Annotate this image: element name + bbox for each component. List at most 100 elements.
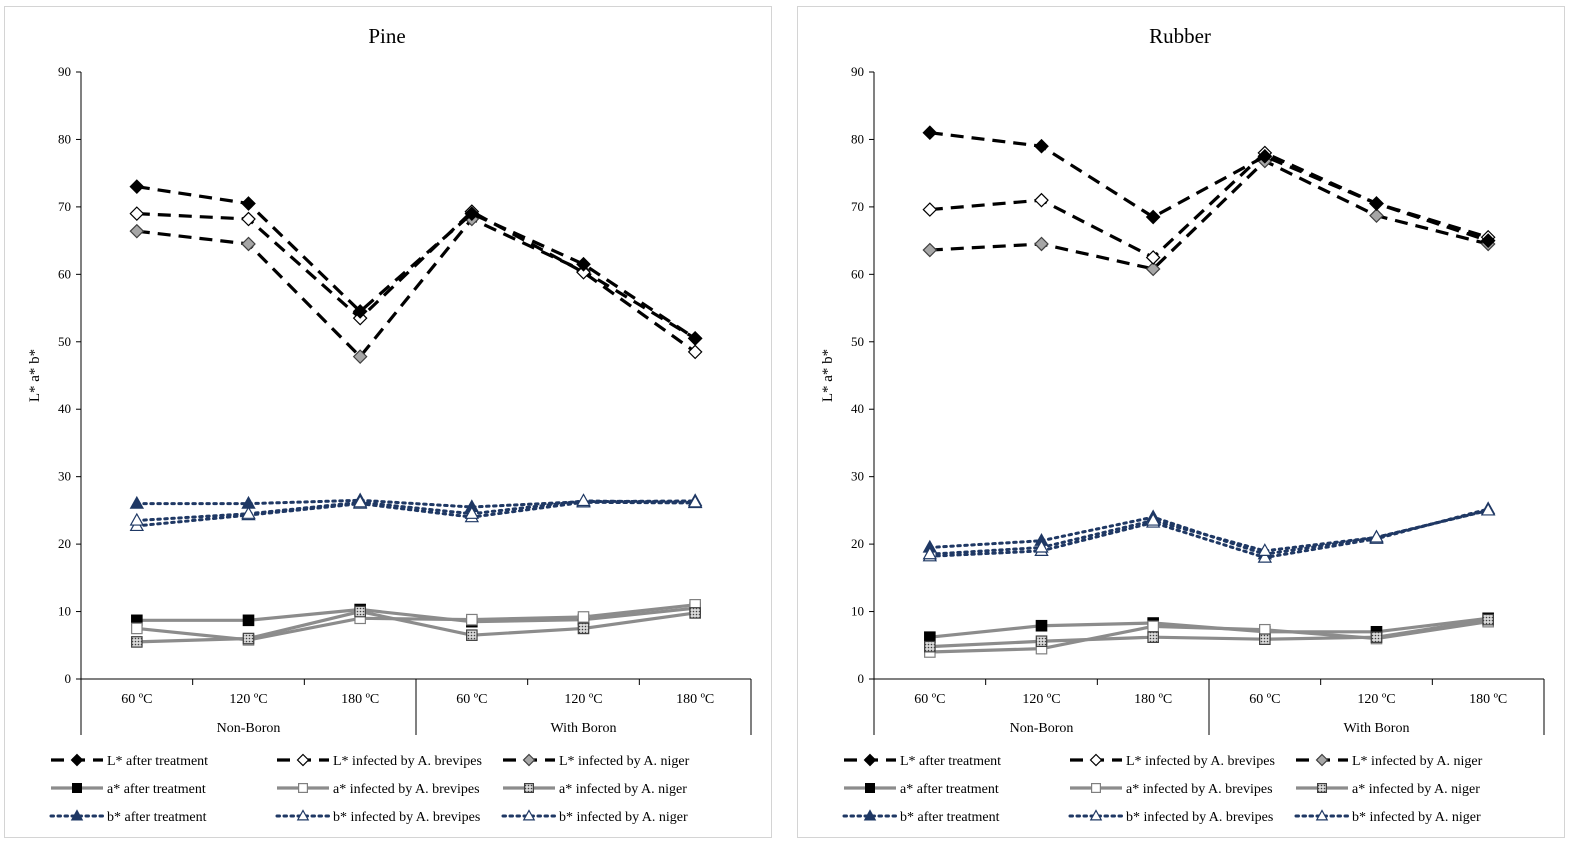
series-line bbox=[929, 151, 1489, 260]
series-l-after-treatment bbox=[129, 179, 703, 346]
series-line bbox=[929, 159, 1489, 271]
legend-marker bbox=[863, 809, 877, 821]
x-group-label: Non-Boron bbox=[217, 721, 281, 736]
series-b-infected-by-a-niger bbox=[922, 502, 1496, 560]
legend-label: a* infected by A. niger bbox=[559, 782, 687, 797]
data-point bbox=[1034, 138, 1049, 154]
y-tick-label: 10 bbox=[58, 604, 71, 619]
data-point bbox=[1147, 620, 1159, 633]
data-point bbox=[689, 607, 701, 619]
y-tick-label: 20 bbox=[58, 536, 71, 551]
legend-label: b* after treatment bbox=[900, 810, 1000, 825]
data-point bbox=[129, 179, 145, 195]
series-line bbox=[929, 618, 1489, 649]
data-point bbox=[1257, 549, 1273, 563]
series-line bbox=[136, 609, 696, 644]
legend-label: a* after treatment bbox=[107, 782, 206, 797]
data-point bbox=[466, 613, 478, 626]
y-tick-label: 90 bbox=[851, 64, 864, 79]
legend-label: L* after treatment bbox=[900, 754, 1001, 769]
data-point bbox=[1034, 539, 1049, 553]
x-tick-label: 180 ºC bbox=[676, 692, 714, 707]
series-a-infected-by-a-niger bbox=[131, 605, 701, 648]
series-line bbox=[136, 209, 697, 354]
data-point bbox=[577, 622, 590, 635]
legend-item: a* infected by A. niger bbox=[1296, 782, 1480, 797]
y-tick-label: 40 bbox=[58, 401, 71, 416]
data-point bbox=[922, 202, 938, 217]
data-point bbox=[1035, 619, 1048, 632]
y-axis-title: L* a* b* bbox=[820, 349, 836, 402]
data-point bbox=[352, 494, 368, 508]
chart-title: Pine bbox=[368, 24, 405, 48]
data-point bbox=[1480, 502, 1496, 516]
data-point bbox=[1369, 208, 1384, 224]
y-tick-label: 60 bbox=[851, 266, 864, 281]
data-point bbox=[129, 206, 145, 221]
data-point bbox=[576, 256, 591, 272]
legend-item: L* infected by A. brevipes bbox=[1070, 753, 1275, 769]
legend-item: b* infected by A. niger bbox=[1294, 809, 1481, 825]
data-point bbox=[241, 211, 256, 227]
legend-label: L* infected by A. brevipes bbox=[1126, 754, 1275, 769]
data-point bbox=[129, 223, 145, 239]
y-tick-label: 80 bbox=[851, 131, 864, 146]
data-point bbox=[922, 125, 938, 141]
data-point bbox=[241, 196, 256, 211]
data-point bbox=[1482, 613, 1494, 626]
y-tick-label: 50 bbox=[58, 334, 71, 349]
x-tick-label: 120 ºC bbox=[564, 692, 602, 707]
x-tick-label: 180 ºC bbox=[1469, 692, 1507, 707]
data-point bbox=[1145, 250, 1161, 265]
data-point bbox=[576, 493, 591, 507]
y-tick-label: 40 bbox=[851, 401, 864, 416]
series-line bbox=[136, 606, 696, 624]
legend-item: b* infected by A. brevipes bbox=[1068, 809, 1273, 825]
data-point bbox=[241, 506, 256, 519]
series-l-infected-by-a-brevipes bbox=[129, 204, 703, 360]
y-tick-label: 0 bbox=[65, 671, 72, 686]
series-l-after-treatment bbox=[922, 125, 1496, 248]
x-group-label: Non-Boron bbox=[1010, 721, 1074, 736]
series-b-infected-by-a-niger bbox=[129, 493, 703, 526]
legend-marker bbox=[71, 782, 82, 793]
legend-label: b* infected by A. brevipes bbox=[333, 810, 480, 825]
data-point bbox=[354, 605, 366, 618]
data-point bbox=[1257, 148, 1273, 164]
data-point bbox=[1035, 635, 1048, 648]
data-point bbox=[924, 640, 936, 653]
data-point bbox=[352, 304, 368, 319]
data-point bbox=[922, 242, 938, 258]
series-line bbox=[928, 508, 1490, 556]
y-tick-label: 10 bbox=[851, 604, 864, 619]
x-tick-label: 60 ºC bbox=[1249, 692, 1280, 707]
data-point bbox=[577, 611, 590, 623]
series-l-infected-by-a-niger bbox=[129, 211, 703, 364]
legend-item: L* infected by A. niger bbox=[503, 753, 690, 769]
data-point bbox=[1259, 633, 1271, 646]
data-point bbox=[241, 236, 256, 252]
legend-label: a* after treatment bbox=[900, 782, 999, 797]
x-tick-label: 120 ºC bbox=[229, 692, 267, 707]
legend-marker bbox=[70, 809, 84, 821]
legend-label: a* infected by A. brevipes bbox=[1126, 782, 1273, 797]
legend-marker bbox=[1315, 753, 1329, 767]
y-axis-title: L* a* b* bbox=[27, 349, 43, 402]
pine-chart: Pine 0 10 20 30 40 50 60 70 80 90 L* a* b* 60 ºC 120… bbox=[27, 24, 752, 825]
data-point bbox=[924, 631, 936, 643]
legend-marker bbox=[523, 782, 534, 793]
data-point bbox=[1145, 261, 1161, 277]
pine-chart-panel: Pine 0 10 20 30 40 50 60 70 80 90 L* a* b* 60 ºC 120… bbox=[4, 6, 772, 838]
legend-label: a* infected by A. niger bbox=[1352, 782, 1480, 797]
legend-marker bbox=[522, 753, 536, 767]
legend-marker bbox=[1089, 753, 1103, 767]
legend-marker bbox=[522, 809, 536, 821]
data-point bbox=[129, 512, 145, 526]
x-tick-label: 180 ºC bbox=[1134, 692, 1172, 707]
legend-item: a* infected by A. brevipes bbox=[1070, 782, 1273, 797]
legend-item: b* after treatment bbox=[842, 809, 1000, 825]
data-point bbox=[242, 632, 255, 645]
legend-label: L* infected by A. niger bbox=[1352, 754, 1483, 769]
legend-marker bbox=[296, 809, 310, 821]
legend-item: b* infected by A. niger bbox=[501, 809, 688, 825]
